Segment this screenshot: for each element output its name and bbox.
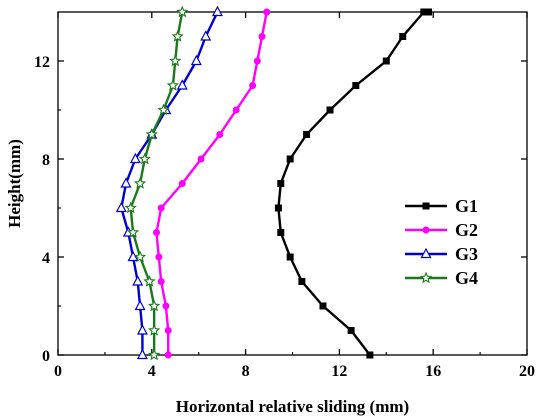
data-point-g1	[303, 131, 311, 138]
data-point-g2	[232, 106, 240, 114]
series-layer	[115, 5, 433, 361]
data-point-g4	[148, 299, 161, 312]
series-g2	[152, 8, 271, 359]
legend-item-g4: G4	[405, 268, 478, 288]
data-point-g4	[157, 103, 170, 116]
x-tick-label: 0	[54, 363, 62, 380]
data-point-g2	[157, 204, 165, 212]
data-point-g2	[164, 327, 172, 334]
data-point-g1	[277, 229, 285, 236]
data-point-g2	[162, 302, 170, 310]
data-point-g2	[253, 57, 261, 65]
legend-label-g2: G2	[455, 220, 478, 240]
series-line-g1	[277, 10, 429, 356]
x-tick-label: 8	[242, 363, 250, 380]
data-point-g4	[133, 250, 147, 263]
data-point-g4	[148, 324, 161, 336]
data-point-g1	[326, 106, 334, 114]
series-g3	[115, 5, 223, 360]
data-point-g1	[286, 253, 294, 261]
data-point-g1	[347, 327, 355, 334]
data-point-g1	[277, 180, 285, 187]
y-tick-label: 4	[42, 250, 50, 267]
data-point-g1	[420, 8, 428, 16]
data-point-g2	[216, 131, 224, 138]
data-point-g2	[157, 278, 165, 285]
x-tick-label: 12	[331, 363, 347, 380]
data-point-g2	[164, 351, 172, 359]
data-point-g3	[136, 348, 148, 360]
data-point-g4	[148, 348, 161, 361]
data-point-g4	[145, 128, 158, 140]
x-tick-label: 20	[519, 363, 535, 380]
series-line-g3	[120, 11, 219, 355]
y-tick-label: 12	[34, 54, 50, 71]
legend-label-g4: G4	[455, 268, 478, 288]
data-point-g4	[171, 30, 184, 42]
data-point-g3	[127, 250, 139, 262]
legend-marker-g3	[420, 247, 432, 259]
data-point-g3	[190, 54, 202, 66]
data-point-g3	[132, 275, 144, 286]
data-point-g2	[249, 82, 257, 89]
legend-marker-g2	[422, 226, 430, 234]
data-point-g2	[155, 253, 163, 261]
legend: G1 G2 G3 G4	[405, 196, 478, 288]
data-point-g4	[126, 226, 140, 238]
data-point-g4	[133, 177, 147, 189]
data-point-g1	[425, 8, 433, 16]
data-point-g1	[274, 204, 282, 212]
data-point-g2	[152, 229, 160, 236]
x-tick-label: 16	[425, 363, 441, 380]
data-point-g4	[138, 152, 151, 165]
data-point-g4	[166, 79, 180, 91]
series-g1	[274, 8, 433, 359]
data-point-g1	[382, 57, 390, 65]
x-axis-title: Horizontal relative sliding (mm)	[176, 397, 409, 416]
data-point-g4	[176, 5, 189, 18]
y-axis-ticks: 0 4 8 12	[34, 54, 527, 365]
data-point-g3	[211, 5, 223, 17]
data-point-g3	[176, 79, 188, 90]
data-point-g1	[298, 278, 306, 285]
legend-item-g2: G2	[405, 220, 478, 240]
legend-marker-g4	[419, 271, 433, 284]
data-point-g2	[263, 8, 271, 16]
data-point-g3	[136, 324, 148, 335]
data-point-g2	[178, 180, 186, 187]
data-point-g1	[286, 155, 294, 163]
legend-item-g3: G3	[405, 244, 478, 264]
data-point-g3	[120, 177, 132, 188]
legend-item-g1: G1	[405, 196, 478, 216]
legend-marker-g1	[422, 202, 430, 210]
y-tick-label: 8	[42, 152, 50, 169]
data-point-g1	[399, 33, 407, 40]
data-point-g1	[352, 82, 360, 89]
data-point-g3	[200, 30, 212, 41]
data-point-g1	[319, 302, 327, 310]
y-axis-title: Height(mm)	[5, 139, 24, 228]
data-point-g2	[197, 155, 205, 163]
data-point-g4	[143, 275, 156, 287]
data-point-g3	[129, 152, 141, 164]
y-tick-label: 0	[42, 348, 50, 365]
data-point-g3	[115, 201, 127, 213]
data-point-g3	[134, 299, 146, 311]
series-g4	[124, 5, 189, 361]
data-point-g4	[124, 201, 137, 214]
data-point-g1	[366, 351, 374, 359]
x-tick-label: 4	[148, 363, 156, 380]
data-point-g4	[169, 54, 182, 67]
data-point-g2	[258, 33, 266, 40]
x-axis-ticks: 0 4 8 12 16 20	[54, 12, 535, 380]
legend-label-g3: G3	[455, 244, 478, 264]
legend-label-g1: G1	[455, 196, 478, 216]
